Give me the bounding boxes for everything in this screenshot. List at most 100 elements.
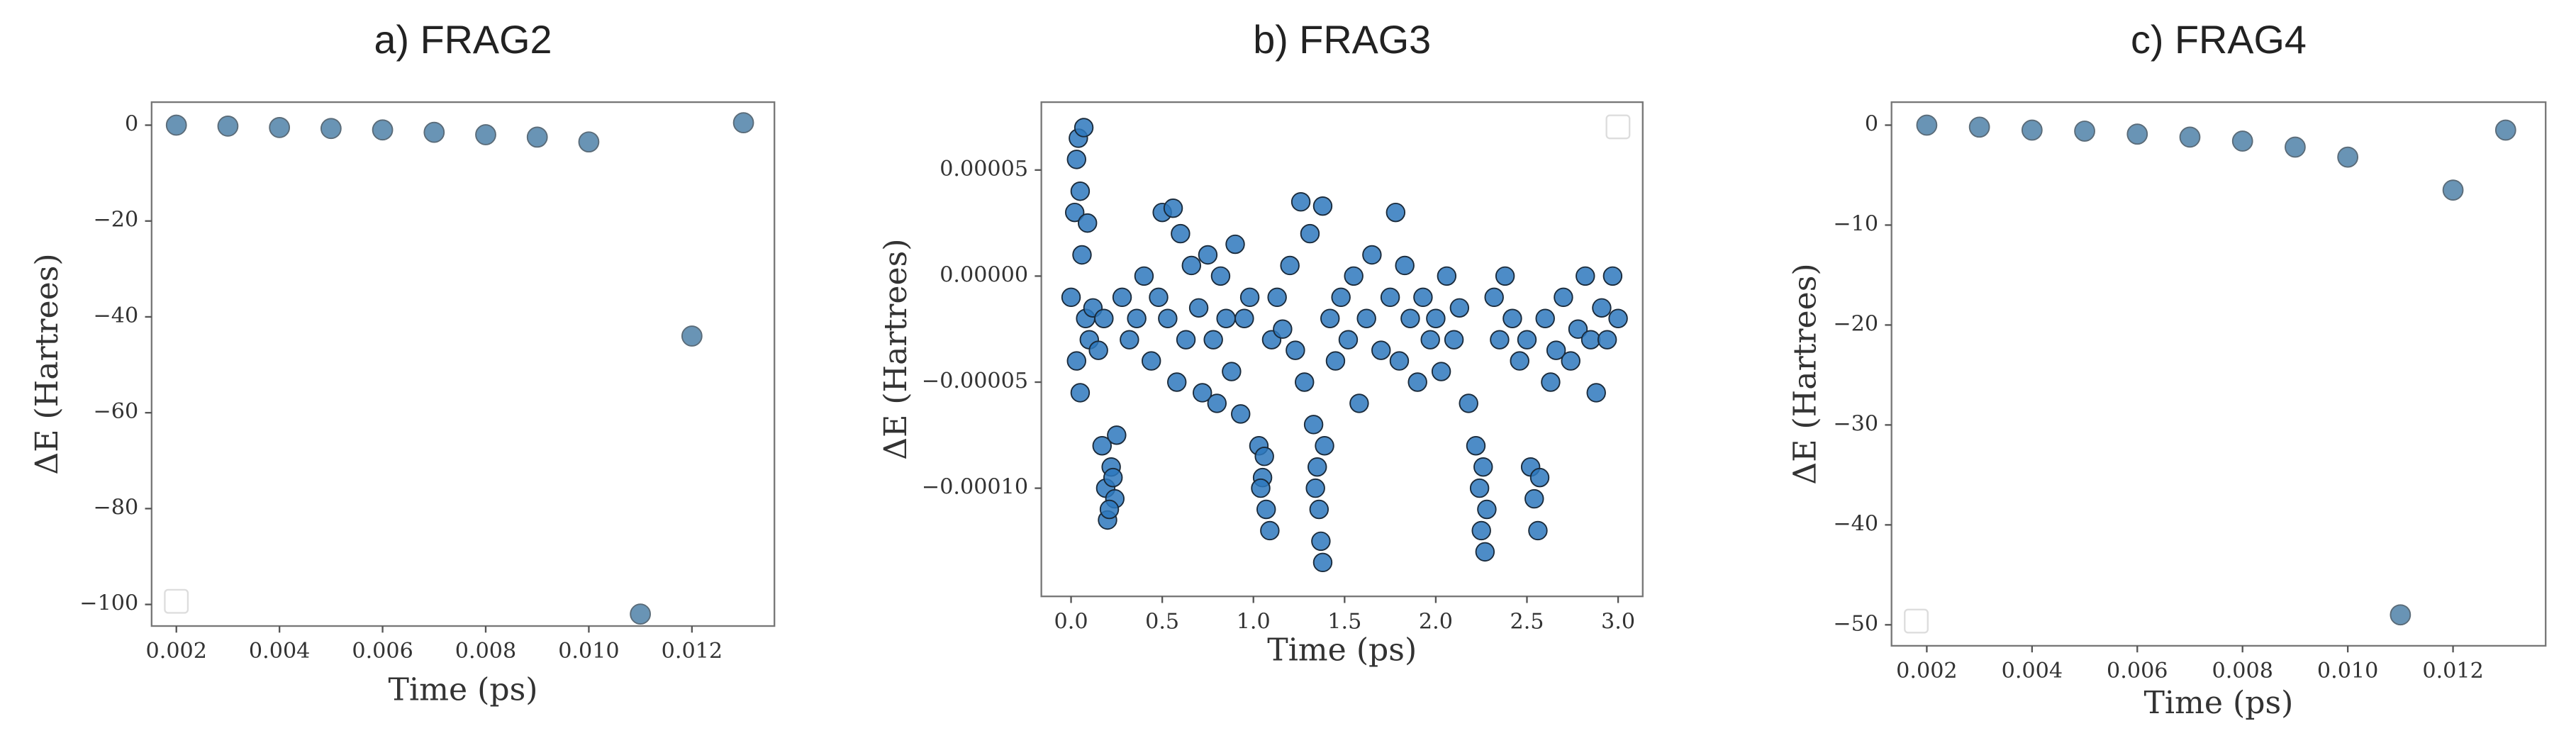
point	[1171, 223, 1191, 244]
x-tick-label: 3.0	[1601, 609, 1635, 634]
point	[1295, 372, 1315, 392]
point	[1256, 499, 1276, 520]
x-tick-label: 0.002	[1896, 659, 1957, 683]
point	[578, 131, 600, 153]
point	[1198, 245, 1218, 265]
y-tick-label: −20	[1833, 311, 1878, 336]
point	[217, 116, 239, 137]
point	[1290, 191, 1311, 212]
point	[1066, 351, 1086, 371]
y-tick-label: −30	[1833, 411, 1878, 436]
point	[1222, 362, 1242, 381]
chart-title: b) FRAG3	[1253, 18, 1431, 62]
point	[1251, 478, 1271, 498]
point	[1070, 383, 1091, 403]
point	[1431, 362, 1451, 381]
point	[1344, 266, 1364, 286]
point	[1072, 245, 1092, 265]
point	[1149, 287, 1169, 308]
point	[1385, 202, 1406, 223]
point	[2231, 130, 2253, 152]
point	[1608, 308, 1628, 328]
point	[1207, 393, 1227, 413]
point	[1568, 319, 1588, 339]
point	[1395, 255, 1415, 276]
point	[1400, 308, 1420, 328]
point	[1188, 298, 1209, 318]
point	[1216, 308, 1236, 328]
point	[1541, 372, 1561, 392]
y-tick-label: −60	[94, 399, 139, 424]
point	[1469, 478, 1490, 498]
x-tick-label: 0.008	[2212, 659, 2273, 683]
y-tick-label: −40	[1833, 511, 1878, 536]
x-tick-label: 0.010	[2317, 659, 2378, 683]
point	[1286, 340, 1305, 360]
point	[1099, 499, 1120, 520]
point	[1273, 319, 1293, 339]
point	[1158, 308, 1178, 328]
legend-box	[1605, 114, 1631, 140]
y-tick-label: −40	[94, 303, 139, 328]
x-tick-label: 0.0	[1054, 609, 1088, 634]
point	[1203, 330, 1223, 350]
point	[1064, 202, 1085, 223]
point	[1362, 245, 1382, 265]
point	[320, 118, 342, 140]
point	[1305, 478, 1325, 498]
point	[1094, 308, 1114, 328]
point	[1077, 213, 1098, 233]
y-tick-label: −100	[79, 591, 138, 616]
point	[681, 325, 703, 347]
x-axis-label: Time (ps)	[1267, 632, 1417, 669]
point	[1103, 467, 1123, 488]
point	[1413, 287, 1433, 308]
y-axis-label: ΔE (Hartrees)	[29, 253, 65, 474]
point	[1602, 266, 1623, 286]
point	[1092, 436, 1112, 456]
y-tick-label: 0.00000	[939, 262, 1028, 287]
point	[1437, 266, 1457, 286]
point	[1420, 330, 1440, 350]
point	[1471, 520, 1491, 541]
y-axis-label: ΔE (Hartrees)	[878, 239, 914, 460]
plot-area	[1040, 101, 1644, 598]
point	[1176, 330, 1196, 350]
point	[2126, 123, 2148, 145]
point	[1490, 330, 1510, 350]
point	[2337, 146, 2359, 168]
x-tick-label: 2.5	[1510, 609, 1544, 634]
point	[1254, 447, 1274, 467]
point	[1312, 552, 1333, 573]
point	[732, 112, 754, 134]
point	[1112, 287, 1132, 308]
point	[1142, 351, 1161, 371]
point	[1349, 393, 1369, 413]
point	[1134, 266, 1154, 286]
y-tick-label: −80	[94, 495, 139, 520]
point	[1473, 457, 1493, 477]
point	[1495, 266, 1515, 286]
point	[1484, 287, 1504, 308]
point	[1163, 198, 1183, 218]
x-tick-label: 1.0	[1237, 609, 1271, 634]
point	[1576, 266, 1595, 286]
legend-box	[164, 588, 189, 614]
point	[165, 114, 187, 136]
point	[1315, 436, 1334, 456]
x-tick-label: 0.5	[1145, 609, 1179, 634]
point	[1592, 298, 1612, 318]
point	[1107, 425, 1127, 445]
point	[1517, 330, 1537, 350]
point	[1331, 287, 1351, 308]
point	[1120, 330, 1139, 350]
y-tick-label: 0	[1865, 111, 1878, 136]
point	[1070, 181, 1091, 201]
point	[2179, 126, 2201, 148]
point	[1234, 308, 1254, 328]
point	[1597, 330, 1617, 350]
point	[1528, 520, 1548, 541]
point	[2285, 136, 2306, 158]
point	[1916, 114, 1938, 136]
y-tick-label: −50	[1833, 611, 1878, 636]
